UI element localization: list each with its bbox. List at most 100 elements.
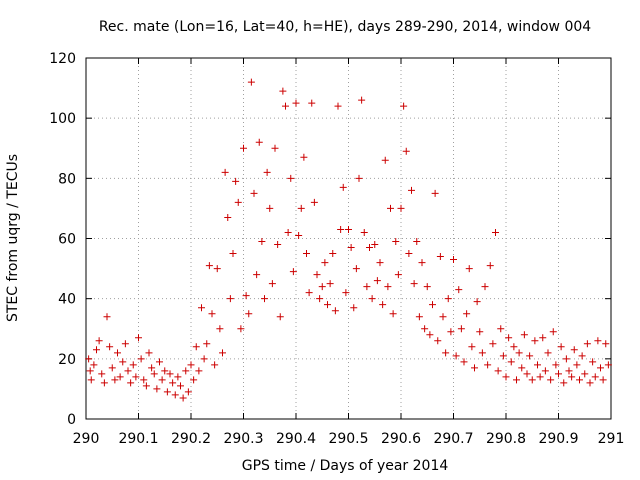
data-point <box>326 280 334 288</box>
data-point <box>142 382 150 390</box>
data-point <box>513 376 520 384</box>
data-point <box>156 358 163 366</box>
data-point <box>536 373 544 381</box>
data-point <box>90 361 98 369</box>
data-point <box>237 325 245 333</box>
data-point <box>121 340 129 348</box>
data-point <box>408 186 415 194</box>
data-point <box>116 373 124 381</box>
axis-ticks <box>85 57 612 420</box>
data-point <box>124 367 132 375</box>
x-axis-label: GPS time / Days of year 2014 <box>242 458 449 474</box>
data-point <box>347 244 355 252</box>
data-point <box>379 301 387 309</box>
data-point <box>111 376 119 384</box>
data-point <box>98 370 106 378</box>
data-point <box>153 385 161 393</box>
y-tick-label: 60 <box>58 232 76 248</box>
data-point <box>271 144 279 152</box>
data-point <box>119 358 127 366</box>
data-point <box>415 313 423 321</box>
data-point <box>387 204 394 212</box>
data-point <box>158 376 166 384</box>
data-point <box>229 250 237 258</box>
data-point <box>555 370 562 378</box>
data-point <box>489 340 497 348</box>
data-point <box>434 337 442 345</box>
data-point <box>182 367 190 375</box>
data-point <box>313 271 321 279</box>
data-point <box>526 352 534 360</box>
data-point <box>85 355 93 363</box>
y-tick-label: 0 <box>67 412 76 428</box>
data-point <box>599 376 607 384</box>
data-point <box>534 361 541 369</box>
x-tick-label: 290.1 <box>118 431 158 447</box>
data-point <box>339 183 347 191</box>
data-point <box>476 328 484 336</box>
data-point <box>397 204 405 212</box>
data-point <box>129 361 137 369</box>
data-point <box>184 388 192 396</box>
y-tick-label: 120 <box>49 51 76 67</box>
data-point <box>208 310 216 318</box>
data-points <box>85 78 612 402</box>
data-point <box>478 349 486 357</box>
data-point <box>523 370 531 378</box>
data-point <box>276 313 284 321</box>
data-point <box>95 337 103 345</box>
data-point <box>484 361 492 369</box>
data-point <box>423 283 431 291</box>
data-point <box>581 370 589 378</box>
data-point <box>591 373 599 381</box>
data-point <box>604 361 612 369</box>
data-point <box>410 280 418 288</box>
data-point <box>337 225 345 233</box>
data-point <box>148 364 156 372</box>
data-point <box>342 289 350 297</box>
data-point <box>161 367 169 375</box>
data-point <box>166 370 174 378</box>
data-point <box>366 244 373 252</box>
data-point <box>163 388 171 396</box>
x-tick-label: 290.7 <box>433 431 473 447</box>
data-point <box>578 352 586 360</box>
data-point <box>562 355 570 363</box>
data-point <box>310 198 318 206</box>
data-point <box>457 325 465 333</box>
data-point <box>100 379 108 387</box>
grid <box>86 58 611 419</box>
y-tick-label: 40 <box>58 292 76 308</box>
data-point <box>358 96 366 104</box>
x-tick-label: 290 <box>73 431 100 447</box>
data-point <box>531 337 539 345</box>
data-point <box>200 355 208 363</box>
data-point <box>321 259 329 267</box>
data-point <box>499 352 507 360</box>
data-point <box>439 313 447 321</box>
data-point <box>329 250 337 258</box>
y-tick-label: 80 <box>58 171 76 187</box>
data-point <box>295 231 303 239</box>
data-point <box>219 349 226 357</box>
data-point <box>460 358 468 366</box>
data-point <box>373 277 381 285</box>
data-point <box>324 301 331 309</box>
y-tick-label: 20 <box>58 352 76 368</box>
data-point <box>520 331 528 339</box>
data-point <box>368 295 376 303</box>
data-point <box>205 262 213 270</box>
data-point <box>573 361 581 369</box>
data-point <box>468 343 476 351</box>
data-point <box>492 228 499 236</box>
data-point <box>450 256 457 264</box>
data-point <box>418 259 426 267</box>
data-point <box>253 271 261 279</box>
data-point <box>195 367 203 375</box>
data-point <box>287 174 295 182</box>
data-point <box>135 334 142 342</box>
data-point <box>392 238 400 246</box>
data-point <box>211 361 219 369</box>
y-tick-label: 100 <box>49 111 76 127</box>
data-point <box>331 307 339 315</box>
